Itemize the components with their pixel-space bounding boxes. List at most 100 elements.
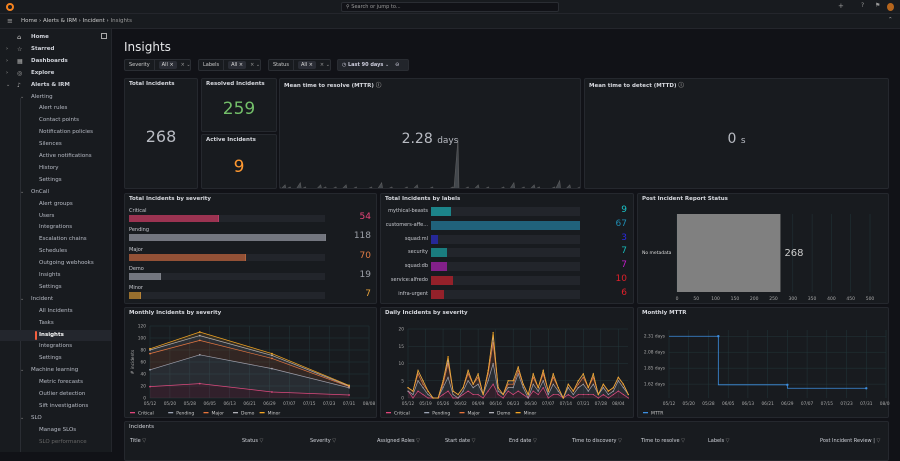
expand-chevron-icon[interactable]: › [6,57,9,64]
filter-icon[interactable]: ▽ [257,438,264,444]
sidebar-item-machine-learning[interactable]: ⌄ Machine learning [0,365,111,376]
expand-chevron-icon[interactable]: ⌄ [20,414,25,421]
expand-chevron-icon[interactable]: ⌄ [20,188,25,195]
sidebar-item-explore[interactable]: › ◎ Explore [0,68,111,79]
breadcrumb-incident[interactable]: Incident [82,18,105,24]
sidebar-item-slo-performance[interactable]: SLO performance [0,437,111,448]
data-point [472,393,474,396]
column-header-end-date[interactable]: End date ▽ [509,438,537,444]
filter-icon[interactable]: ▽ [414,438,421,444]
sidebar-item-insights[interactable]: Insights [0,329,111,341]
expand-chevron-icon[interactable]: › [6,69,9,76]
x-tick-label: 07/07 [542,401,555,407]
sidebar-item-insights[interactable]: Insights [0,270,111,281]
data-point [457,397,459,399]
dock-menu-icon[interactable] [101,33,107,39]
grafana-logo-icon[interactable] [6,3,14,11]
filter-chip[interactable]: All × [297,61,316,69]
label-bar-track [431,262,580,272]
column-header-title[interactable]: Title ▽ [130,438,146,444]
new-button[interactable]: + [838,2,844,10]
sidebar-item-schedules[interactable]: Schedules [0,246,111,257]
clear-chevron-icon[interactable]: × ⌄ [250,62,261,68]
info-icon[interactable]: ⓘ [678,83,684,89]
sidebar-item-settings[interactable]: Settings [0,353,111,364]
filter-icon[interactable]: ▽ [470,438,476,444]
column-header-severity[interactable]: Severity ▽ [310,438,336,444]
column-header-status[interactable]: Status ▽ [242,438,263,444]
filter-chip[interactable]: All × [228,61,247,69]
sidebar-item-tasks[interactable]: Tasks [0,318,111,329]
search-input[interactable]: ⚲ Search or jump to... [341,2,559,12]
info-icon[interactable]: ⓘ [375,83,382,89]
sidebar-item-alert-rules[interactable]: Alert rules [0,103,111,114]
clear-chevron-icon[interactable]: × ⌄ [319,62,330,68]
collapse-icon[interactable]: ⌃ [888,17,893,23]
data-point [271,367,273,370]
sidebar-item-home[interactable]: ⌂ Home [0,32,111,43]
news-icon[interactable]: ⚑ [875,2,881,9]
status-filter[interactable]: Status All × × ⌄ [268,59,331,71]
severity-filter[interactable]: Severity All × × ⌄ [124,59,191,71]
sidebar-item-silences[interactable]: Silences [0,139,111,150]
severity-bar [129,253,246,261]
data-point [627,393,629,396]
sidebar-item-escalation-chains[interactable]: Escalation chains [0,234,111,245]
sidebar-item-label: Home [31,34,49,40]
expand-chevron-icon[interactable]: ⌄ [20,295,25,302]
search-icon: ⚲ [346,4,350,10]
filter-icon[interactable]: ▽ [531,438,537,444]
sidebar-item-all-incidents[interactable]: All Incidents [0,306,111,317]
expand-chevron-icon[interactable]: ⌄ [6,81,11,88]
column-header-start-date[interactable]: Start date ▽ [445,438,476,444]
filter-icon[interactable]: ▽ [724,438,730,444]
sidebar-item-starred[interactable]: › ☆ Starred [0,44,111,55]
breadcrumb-home[interactable]: Home [21,18,38,24]
data-point [567,393,569,396]
breadcrumb-alerts-irm[interactable]: Alerts & IRM [42,18,77,24]
column-header-assigned-roles[interactable]: Assigned Roles ▽ [377,438,420,444]
avatar[interactable] [887,3,894,11]
sidebar-item-alert-groups[interactable]: Alert groups [0,199,111,210]
sidebar-item-integrations[interactable]: Integrations [0,341,111,352]
sidebar-item-history[interactable]: History [0,163,111,174]
expand-chevron-icon[interactable]: ⌄ [20,367,25,374]
sidebar-item-users[interactable]: Users [0,211,111,222]
column-header-labels[interactable]: Labels ▽ [708,438,730,444]
sidebar-item-oncall[interactable]: ⌄ OnCall [0,187,111,198]
expand-chevron-icon[interactable]: ⌄ [20,93,25,100]
column-header-post-incident-review[interactable]: Post Incident Review | ▽ [820,438,880,444]
sidebar-item-incident[interactable]: ⌄ Incident [0,294,111,305]
labels-filter[interactable]: Labels All × × ⌄ [198,59,261,71]
sidebar-item-alerting[interactable]: ⌄ Alerting [0,92,111,103]
expand-chevron-icon[interactable]: › [6,45,9,52]
sidebar-item-dashboards[interactable]: › ▦ Dashboards [0,56,111,67]
filter-icon[interactable]: ▽ [140,438,147,444]
sidebar-item-alerts-irm[interactable]: ⌄ ♪ Alerts & IRM [0,80,111,91]
help-icon[interactable]: ? [861,2,865,9]
menu-icon[interactable]: ≡ [7,17,13,25]
sidebar-item-contact-points[interactable]: Contact points [0,115,111,126]
zoom-out-icon[interactable]: ⊖ [395,62,400,68]
clear-chevron-icon[interactable]: × ⌄ [180,62,191,68]
active-indicator [35,330,37,340]
sidebar-item-manage-slos[interactable]: Manage SLOs [0,425,111,436]
filter-chip[interactable]: All × [158,61,177,69]
filter-icon[interactable]: ▽ [616,438,622,444]
sidebar-item-outgoing-webhooks[interactable]: Outgoing webhooks [0,258,111,269]
sidebar-item-sift-investigations[interactable]: Sift investigations [0,401,111,412]
filter-icon[interactable]: ▽ [874,438,881,444]
filter-icon[interactable]: ▽ [679,438,685,444]
column-header-time-to-discovery[interactable]: Time to discovery ▽ [572,438,622,444]
time-range-picker[interactable]: ◷ Last 90 days ⌄ ⊖ [337,59,409,71]
sidebar-item-active-notifications[interactable]: Active notifications [0,151,111,162]
sidebar-item-metric-forecasts[interactable]: Metric forecasts [0,377,111,388]
column-header-time-to-resolve[interactable]: Time to resolve ▽ [641,438,685,444]
sidebar-item-notification-policies[interactable]: Notification policies [0,127,111,138]
sidebar-item-integrations[interactable]: Integrations [0,222,111,233]
sidebar-item-settings[interactable]: Settings [0,175,111,186]
sidebar-item-slo[interactable]: ⌄ SLO [0,413,111,424]
sidebar-item-settings[interactable]: Settings [0,282,111,293]
sidebar-item-outlier-detection[interactable]: Outlier detection [0,389,111,400]
filter-icon[interactable]: ▽ [330,438,337,444]
